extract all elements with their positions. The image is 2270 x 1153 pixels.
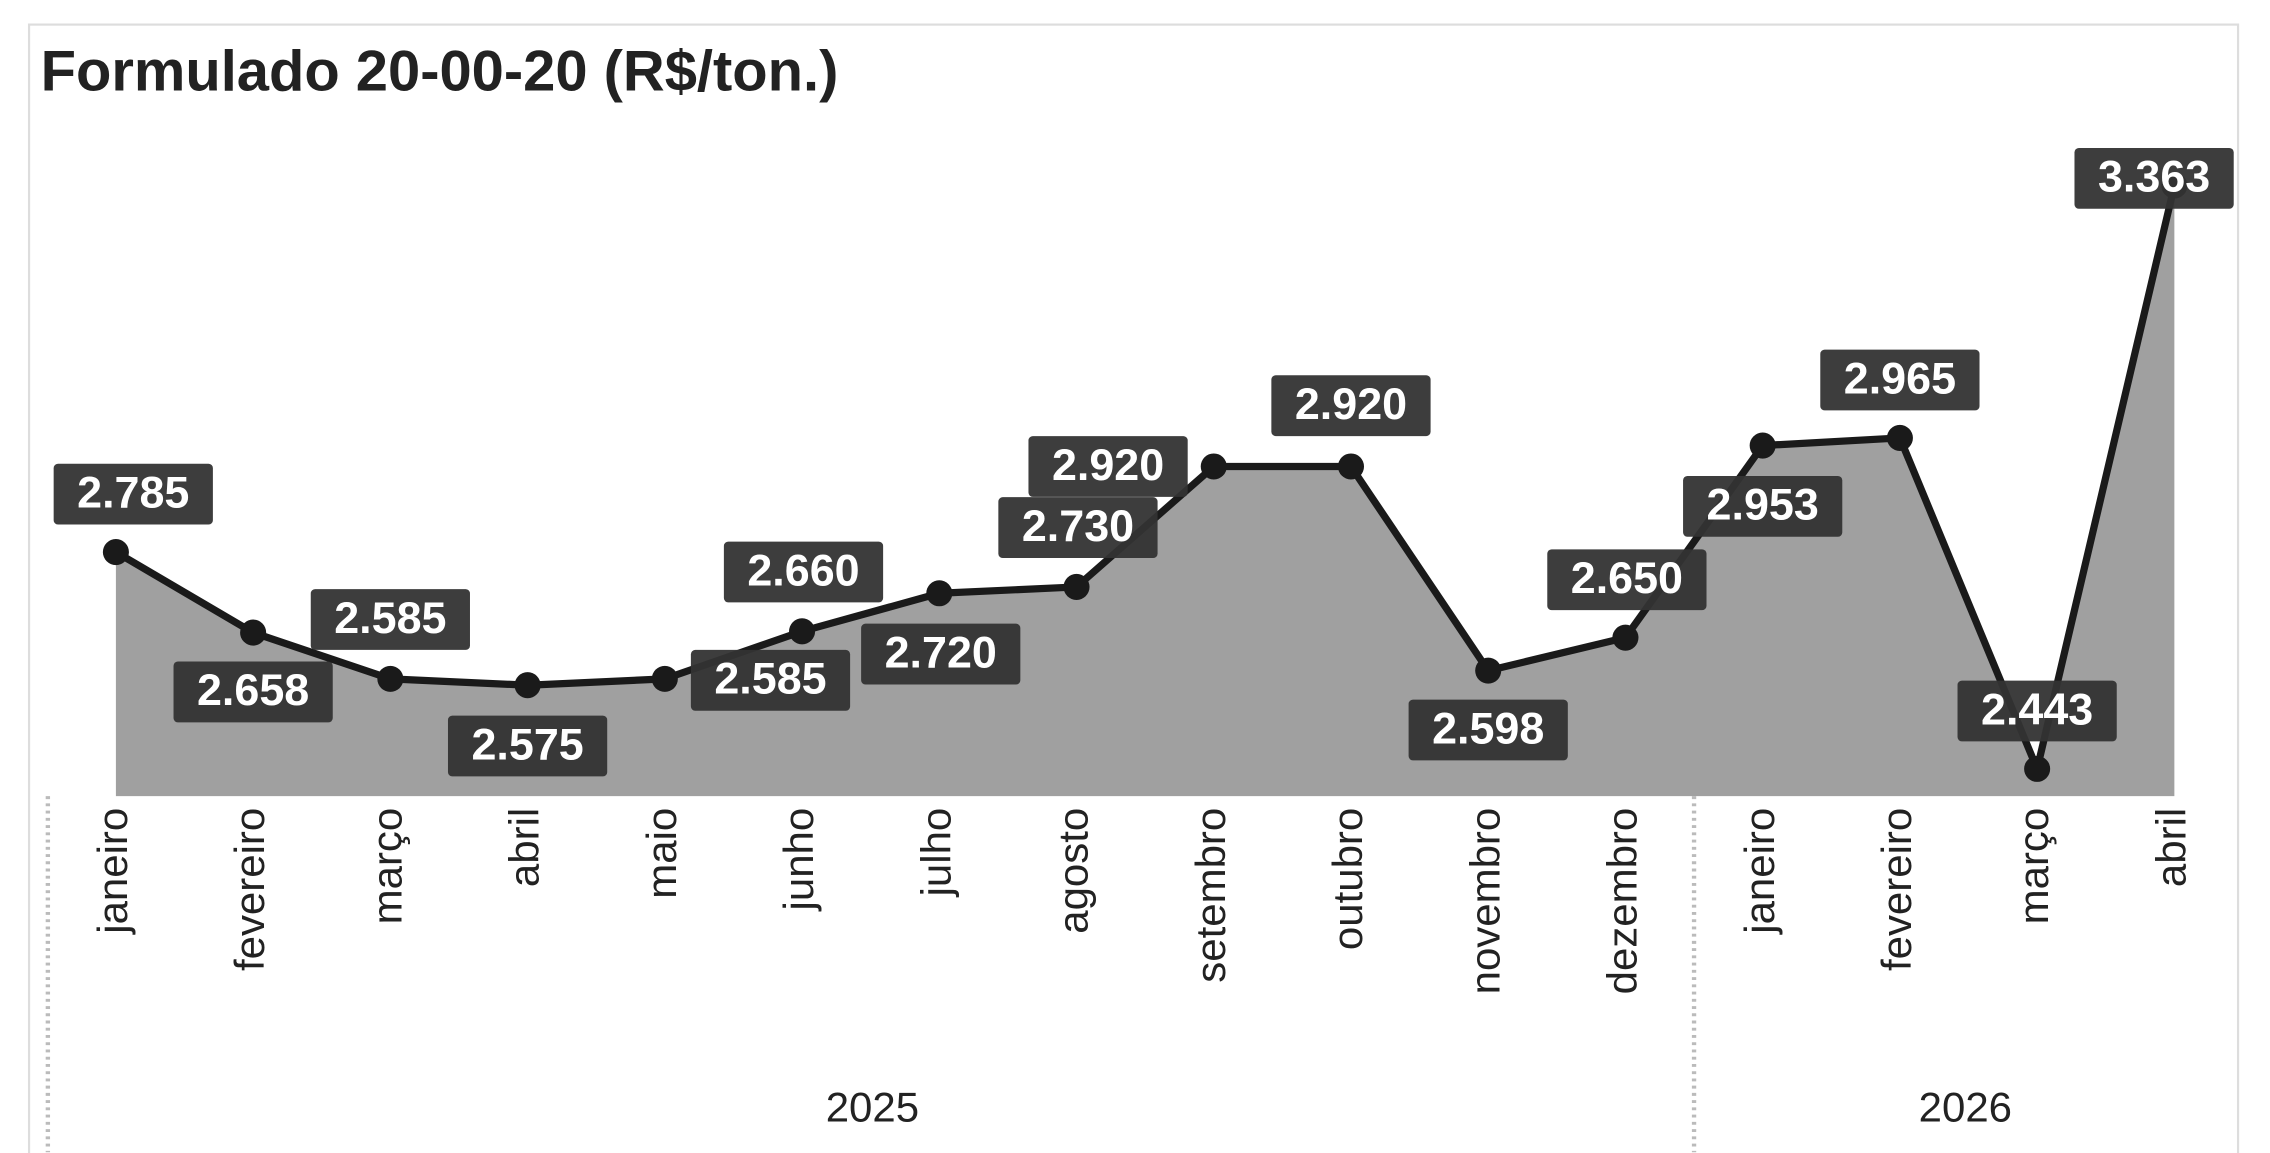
point bbox=[1612, 624, 1639, 651]
data-label: 2.585 bbox=[714, 653, 826, 704]
data-label-box bbox=[1683, 475, 1843, 537]
point bbox=[1475, 657, 1502, 684]
x-tick-label: fevereiro bbox=[1873, 808, 1920, 971]
data-label-box bbox=[1271, 375, 1431, 437]
data-label-box bbox=[1547, 549, 1707, 611]
x-tick-label: janeiro bbox=[1736, 808, 1783, 936]
data-label: 2.443 bbox=[1981, 683, 2093, 734]
x-tick-label: agosto bbox=[1050, 808, 1097, 934]
frame bbox=[27, 23, 2240, 1153]
data-label: 2.953 bbox=[1707, 479, 1819, 530]
data-label-box bbox=[861, 623, 1021, 685]
data-label: 2.720 bbox=[885, 626, 997, 677]
data-label: 2.965 bbox=[1844, 352, 1956, 403]
point bbox=[1337, 453, 1365, 480]
data-label: 2.585 bbox=[334, 592, 446, 643]
point bbox=[926, 580, 953, 607]
data-label-box bbox=[723, 541, 884, 603]
point bbox=[2024, 755, 2051, 782]
point bbox=[789, 618, 816, 645]
data-label: 3.363 bbox=[2098, 151, 2210, 202]
data-label: 2.598 bbox=[1432, 702, 1544, 753]
data-label-box bbox=[1820, 349, 1980, 411]
x-tick-label: fevereiro bbox=[226, 808, 273, 971]
x-tick-label: abril bbox=[2147, 808, 2194, 887]
x-tick-label: junho bbox=[775, 808, 822, 913]
x-tick-label: abril bbox=[501, 808, 548, 887]
data-label-box bbox=[447, 715, 608, 777]
data-label-box bbox=[53, 463, 213, 525]
data-label-box bbox=[690, 649, 851, 711]
x-tick-label: janeiro bbox=[89, 808, 136, 936]
data-label-box bbox=[173, 661, 333, 723]
point bbox=[1749, 432, 1776, 459]
data-label-box bbox=[1408, 699, 1568, 761]
point bbox=[1063, 573, 1090, 600]
data-label-box bbox=[1957, 680, 2117, 742]
x-group-label: 2025 bbox=[826, 1083, 919, 1130]
point bbox=[514, 672, 541, 699]
data-label: 2.920 bbox=[1295, 378, 1407, 429]
data-label-box bbox=[1028, 436, 1188, 497]
x-tick-label: outubro bbox=[1324, 808, 1371, 950]
data-label-box bbox=[2074, 147, 2234, 209]
data-label: 2.785 bbox=[77, 466, 189, 517]
x-tick-label: novembro bbox=[1461, 808, 1508, 995]
point bbox=[1200, 453, 1227, 480]
data-label: 2.660 bbox=[747, 544, 859, 595]
x-tick-label: dezembro bbox=[1599, 808, 1646, 995]
point bbox=[102, 539, 129, 566]
x-group-label: 2026 bbox=[1919, 1083, 2012, 1130]
chart-title: Formulado 20-00-20 (R$/ton.) bbox=[41, 40, 839, 104]
data-label: 2.650 bbox=[1571, 552, 1683, 603]
area bbox=[115, 185, 2175, 797]
x-tick-label: maio bbox=[638, 808, 685, 899]
point bbox=[377, 665, 404, 692]
data-label: 2.575 bbox=[471, 718, 583, 769]
point bbox=[651, 665, 678, 692]
point bbox=[1886, 424, 1913, 451]
data-label: 2.920 bbox=[1052, 439, 1164, 490]
data-label: 2.658 bbox=[197, 664, 309, 715]
x-tick-label: março bbox=[363, 808, 410, 925]
data-label-box bbox=[310, 589, 470, 650]
point bbox=[240, 619, 267, 646]
x-tick-label: março bbox=[2010, 808, 2057, 925]
x-tick-label: julho bbox=[912, 808, 959, 899]
x-tick-label: setembro bbox=[1187, 808, 1234, 983]
data-label: 2.730 bbox=[1022, 500, 1134, 551]
data-label-box bbox=[998, 497, 1158, 558]
